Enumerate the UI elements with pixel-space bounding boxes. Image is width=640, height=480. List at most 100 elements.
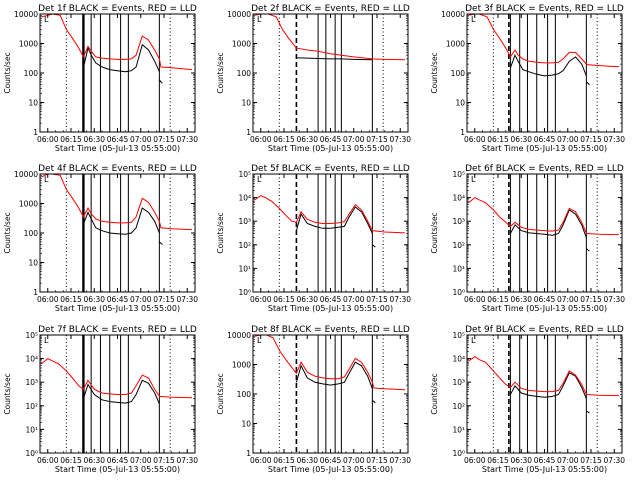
y-tick-label: 10²	[25, 402, 38, 411]
y-tick-label: 10³	[452, 217, 465, 226]
x-tick-label: 06:45	[320, 456, 342, 465]
y-tick-label: 10⁵	[452, 170, 465, 179]
x-tick-label: 06:45	[320, 295, 342, 304]
series-line-lld	[468, 13, 619, 68]
y-tick-label: 10000	[227, 331, 251, 340]
x-axis-label: Start Time (05-Jul-13 05:55:00)	[268, 304, 393, 313]
legend-symbol: L	[257, 175, 262, 184]
x-tick-label: 07:00	[343, 456, 365, 465]
x-axis-label: Start Time (05-Jul-13 05:55:00)	[482, 304, 607, 313]
y-tick-label: 1000	[232, 40, 251, 49]
series-line-events	[509, 372, 587, 399]
x-axis-label: Start Time (05-Jul-13 05:55:00)	[55, 144, 180, 153]
y-tick-label: 10⁵	[452, 331, 465, 340]
x-tick-label: 06:15	[487, 135, 509, 144]
series-line-events-late	[372, 400, 376, 404]
y-tick-label: 10⁰	[452, 449, 465, 458]
x-tick-label: 07:00	[557, 135, 579, 144]
y-tick-label: 10⁰	[25, 449, 38, 458]
x-tick-label: 07:00	[130, 295, 152, 304]
y-tick-label: 1	[33, 128, 38, 137]
x-tick-label: 07:15	[580, 295, 602, 304]
x-tick-label: 06:30	[296, 456, 318, 465]
x-tick-label: 07:15	[153, 456, 175, 465]
y-tick-label: 10²	[452, 241, 465, 250]
series-line-lld	[468, 356, 619, 397]
legend-symbol: L	[44, 175, 49, 184]
x-tick-label: 07:30	[176, 456, 198, 465]
series-line-events-late	[158, 79, 163, 84]
y-tick-label: 1000	[232, 361, 251, 370]
x-axis-label: Start Time (05-Jul-13 05:55:00)	[55, 465, 180, 474]
series-line-lld	[254, 13, 405, 61]
series-line-lld	[41, 13, 192, 71]
x-tick-label: 06:15	[60, 135, 82, 144]
y-tick-label: 1	[33, 288, 38, 297]
x-tick-label: 07:30	[176, 295, 198, 304]
y-tick-label: 10³	[238, 217, 251, 226]
y-axis-label: Counts/sec	[216, 373, 225, 414]
chart-title: Det 8f BLACK = Events, RED = LLD	[251, 325, 410, 335]
series-line-events	[295, 206, 373, 234]
series-line-lld	[254, 195, 405, 234]
x-tick-label: 07:30	[603, 456, 625, 465]
y-tick-label: 10	[28, 99, 38, 108]
series-line-events	[509, 209, 587, 238]
x-tick-label: 07:00	[130, 135, 152, 144]
y-tick-label: 1	[246, 449, 251, 458]
x-tick-label: 07:15	[580, 135, 602, 144]
chart-title: Det 3f BLACK = Events, RED = LLD	[465, 4, 624, 14]
x-tick-label: 07:30	[176, 135, 198, 144]
x-tick-label: 06:45	[107, 456, 129, 465]
series-line-events	[296, 57, 373, 61]
y-tick-label: 100	[237, 69, 252, 78]
series-line-events-late	[586, 81, 590, 86]
x-tick-label: 07:15	[580, 456, 602, 465]
x-tick-label: 06:00	[464, 456, 486, 465]
x-tick-label: 07:15	[366, 135, 388, 144]
chart-title: Det 1f BLACK = Events, RED = LLD	[38, 4, 197, 14]
series-line-events	[509, 53, 587, 77]
y-axis-label: Counts/sec	[3, 212, 12, 253]
y-tick-label: 10⁵	[25, 331, 38, 340]
y-tick-label: 10⁴	[452, 194, 465, 203]
x-axis-label: Start Time (05-Jul-13 05:55:00)	[268, 144, 393, 153]
x-tick-label: 07:30	[603, 135, 625, 144]
y-tick-label: 10²	[452, 402, 465, 411]
x-tick-label: 06:15	[273, 295, 295, 304]
x-tick-label: 06:30	[510, 456, 532, 465]
series-line-events	[295, 361, 373, 389]
chart-title: Det 6f BLACK = Events, RED = LLD	[465, 164, 624, 174]
y-tick-label: 10⁰	[238, 288, 251, 297]
legend-symbol: L	[44, 15, 49, 24]
x-tick-label: 07:00	[557, 456, 579, 465]
y-tick-label: 10³	[25, 378, 38, 387]
x-tick-label: 06:00	[250, 135, 272, 144]
series-line-lld	[41, 173, 192, 231]
x-tick-label: 07:30	[389, 135, 411, 144]
x-tick-label: 06:15	[487, 456, 509, 465]
x-tick-label: 07:15	[366, 456, 388, 465]
series-line-events-late	[586, 248, 590, 252]
x-tick-label: 06:45	[534, 135, 556, 144]
x-tick-label: 06:45	[107, 295, 129, 304]
y-tick-label: 10¹	[452, 264, 465, 273]
x-tick-label: 06:00	[464, 295, 486, 304]
x-tick-label: 06:30	[510, 135, 532, 144]
series-line-lld	[468, 197, 619, 236]
y-tick-label: 10⁰	[452, 288, 465, 297]
y-axis-label: Counts/sec	[430, 212, 439, 253]
x-tick-label: 07:15	[153, 135, 175, 144]
y-axis-label: Counts/sec	[216, 52, 225, 93]
legend-symbol: L	[471, 336, 476, 345]
y-tick-label: 10¹	[452, 425, 465, 434]
y-tick-label: 10000	[441, 10, 465, 19]
x-tick-label: 07:15	[153, 295, 175, 304]
